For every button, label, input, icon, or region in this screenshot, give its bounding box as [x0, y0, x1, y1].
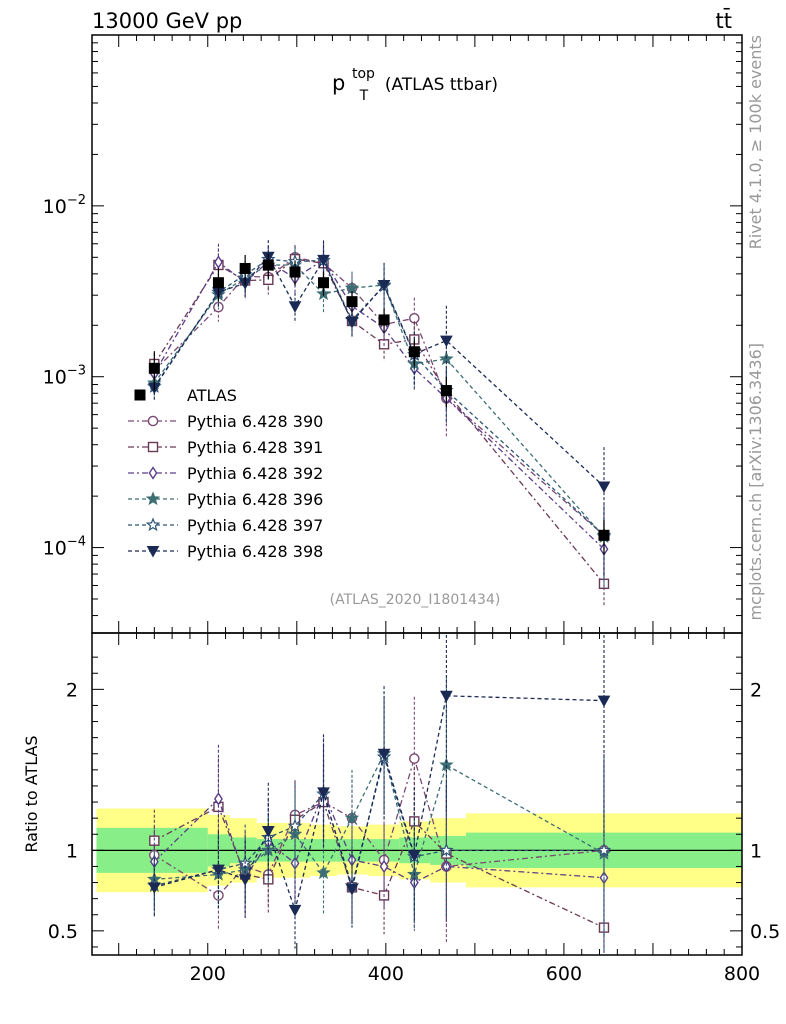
ratio-panel-frame [91, 632, 743, 956]
upper-ytick-label-base: 10 [43, 196, 67, 218]
series-point-ratio [379, 859, 389, 874]
upper-ytick-label-exp: −2 [67, 193, 86, 208]
data-point [289, 266, 301, 278]
xtick-label: 400 [368, 963, 404, 985]
data-point [318, 277, 330, 289]
series-point-ratio [597, 695, 611, 708]
ratio-ytick-label-right: 0.5 [750, 921, 780, 943]
data-point [262, 259, 274, 271]
legend-label: Pythia 6.428 392 [187, 464, 323, 483]
series-point-upper [288, 301, 302, 313]
upper-ytick-label-exp: −3 [67, 364, 86, 379]
upper-panel: 10−210−310−4 p top T (ATLAS ttbar) (ATLA… [43, 34, 743, 634]
series-point-ratio [288, 904, 302, 917]
series-point-ratio [377, 748, 391, 761]
series-point-ratio [441, 859, 451, 874]
series-point-ratio [440, 690, 453, 703]
ratio-panel: 0.5 0.5 1 1 2 2 Ratio to ATLAS [22, 632, 780, 956]
legend-marker [145, 491, 161, 506]
series-point-ratio [439, 842, 454, 857]
series-line-upper [153, 258, 605, 550]
data-point [346, 296, 358, 308]
header-right-label: tt̄ [716, 8, 732, 33]
legend-label: Pythia 6.428 391 [187, 438, 323, 457]
legend-marker [148, 466, 158, 480]
series-point-ratio [287, 818, 303, 833]
xtick-label: 800 [724, 963, 760, 985]
legend-label: Pythia 6.428 398 [187, 542, 323, 561]
series-point-upper [377, 280, 391, 292]
xtick-label: 200 [190, 963, 226, 985]
ratio-ytick-label-left: 1 [66, 840, 78, 862]
series-line-ratio [154, 754, 604, 889]
plot-title-sub: T [359, 88, 369, 104]
plot-title-suffix: (ATLAS ttbar) [385, 75, 498, 95]
upper-ytick-label-base: 10 [43, 367, 67, 389]
series-point-ratio [345, 883, 359, 896]
series-point-upper [344, 280, 360, 295]
series-point-ratio [238, 874, 252, 886]
series-point-upper [214, 255, 223, 269]
series-point-upper [597, 481, 611, 494]
ratio-ytick-label-right: 2 [750, 679, 762, 701]
plot-title-main: p [332, 71, 345, 95]
series-point-ratio [596, 842, 612, 857]
series-point-ratio [147, 882, 161, 894]
ratio-axis-ticks: 0.5 0.5 1 1 2 2 [48, 656, 780, 948]
ratio-ytick-label-left: 0.5 [48, 921, 78, 943]
series-point-ratio [344, 810, 360, 825]
series-point-ratio [317, 787, 330, 799]
legend-marker [146, 546, 160, 558]
upper-ytick-label: 10−3 [43, 364, 86, 389]
data-point [440, 385, 452, 397]
data-point [212, 277, 224, 289]
data-point [408, 346, 420, 358]
x-axis: 200 400 600 800 [118, 35, 760, 985]
plot-title: p top T (ATLAS ttbar) [332, 59, 498, 105]
data-point [148, 362, 160, 374]
upper-ytick-label-exp: −4 [67, 535, 86, 550]
upper-ytick-label: 10−2 [43, 193, 86, 218]
legend-marker [145, 517, 161, 532]
series-point-ratio [212, 864, 225, 877]
series-point-ratio [287, 826, 303, 841]
ratio-ytick-label-right: 1 [750, 840, 762, 862]
series-point-ratio [214, 792, 223, 806]
upper-ytick-label-base: 10 [43, 538, 67, 560]
xtick-label: 600 [546, 963, 582, 985]
legend-label: Pythia 6.428 390 [187, 412, 323, 431]
ratio-ytick-label-left: 2 [66, 679, 78, 701]
series-point-ratio [316, 865, 331, 880]
legend-label: Pythia 6.428 397 [187, 516, 323, 535]
data-point [598, 529, 610, 541]
ratio-ylabel: Ratio to ATLAS [22, 735, 41, 852]
legend-marker [147, 441, 159, 453]
data-point [239, 262, 251, 274]
series-line-upper [153, 258, 605, 536]
upper-axis-ticks: 10−210−310−4 [43, 34, 742, 617]
legend-marker [134, 389, 146, 401]
legend: ATLAS Pythia 6.428 390 Pythia 6.428 391 Pyt… [128, 386, 323, 561]
series-point-upper [317, 254, 330, 267]
legend-marker [147, 415, 159, 427]
legend-label: Pythia 6.428 396 [187, 490, 323, 509]
series-point-upper [440, 335, 453, 348]
ratio-plot-content [92, 635, 742, 953]
series-point-upper [213, 301, 224, 313]
data-point [378, 314, 390, 326]
series-point-upper [345, 317, 359, 329]
mcplots-reference-label: mcplots.cern.ch [arXiv:1306.3436] [746, 343, 765, 620]
series-point-ratio [409, 753, 420, 764]
upper-plot-content [147, 240, 612, 606]
series-point-ratio [407, 850, 421, 862]
rivet-version-label: Rivet 4.1.0, ≥ 100k events [746, 35, 765, 249]
legend-label: ATLAS [187, 386, 237, 405]
series-point-ratio [261, 826, 275, 838]
header-left-label: 13000 GeV pp [92, 9, 242, 33]
plot-title-sup: top [352, 66, 375, 82]
analysis-tag: (ATLAS_2020_I1801434) [330, 592, 501, 608]
upper-ytick-label: 10−4 [43, 535, 86, 560]
